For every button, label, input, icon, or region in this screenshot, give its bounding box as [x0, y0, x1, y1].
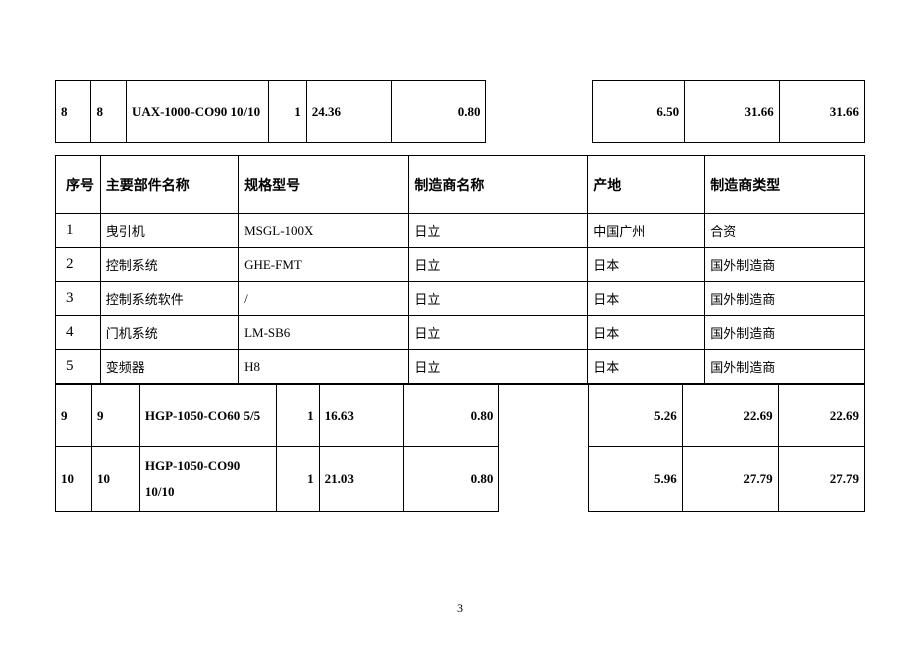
cell: 国外制造商: [705, 282, 865, 316]
cell: 31.66: [685, 81, 780, 143]
cell: 3: [56, 282, 101, 316]
cell: 8: [56, 81, 91, 143]
cell: [499, 385, 589, 512]
table-header-row: 序号 主要部件名称 规格型号 制造商名称 产地 制造商类型: [56, 156, 865, 214]
col-header: 序号: [56, 156, 101, 214]
cell: 22.69: [778, 385, 864, 447]
cell: 22.69: [682, 385, 778, 447]
cell: 8: [91, 81, 126, 143]
table-top-summary: 8 8 UAX-1000-CO90 10/10 1 24.36 0.80 6.5…: [55, 80, 865, 143]
cell: 10: [91, 447, 139, 512]
cell: 合资: [705, 214, 865, 248]
cell: 日立: [409, 248, 588, 282]
col-header: 规格型号: [239, 156, 409, 214]
cell: 31.66: [779, 81, 864, 143]
table-row: 4门机系统LM-SB6日立日本国外制造商: [56, 316, 865, 350]
cell: MSGL-100X: [239, 214, 409, 248]
cell: 9: [91, 385, 139, 447]
cell: 2: [56, 248, 101, 282]
cell: 0.80: [403, 447, 499, 512]
cell: LM-SB6: [239, 316, 409, 350]
page-number: 3: [0, 601, 920, 616]
cell: 27.79: [778, 447, 864, 512]
cell: 1: [276, 385, 319, 447]
cell: 4: [56, 316, 101, 350]
table-row: 99HGP-1050-CO60 5/5116.630.805.2622.6922…: [56, 385, 865, 447]
cell: 24.36: [306, 81, 391, 143]
col-header: 制造商名称: [409, 156, 588, 214]
col-header: 制造商类型: [705, 156, 865, 214]
cell: HGP-1050-CO60 5/5: [139, 385, 276, 447]
cell: 5.96: [589, 447, 682, 512]
cell: 日立: [409, 316, 588, 350]
cell: 控制系统软件: [100, 282, 238, 316]
cell: 变频器: [100, 350, 238, 384]
cell: /: [239, 282, 409, 316]
table-row: 2控制系统GHE-FMT日立日本国外制造商: [56, 248, 865, 282]
cell: GHE-FMT: [239, 248, 409, 282]
table-bottom-summary: 99HGP-1050-CO60 5/5116.630.805.2622.6922…: [55, 384, 865, 512]
cell: 21.03: [319, 447, 403, 512]
table-row: 1曳引机MSGL-100X日立中国广州合资: [56, 214, 865, 248]
cell: 国外制造商: [705, 248, 865, 282]
cell: 27.79: [682, 447, 778, 512]
cell: 1: [56, 214, 101, 248]
cell: 日本: [588, 350, 705, 384]
cell: 国外制造商: [705, 316, 865, 350]
cell: H8: [239, 350, 409, 384]
cell: 国外制造商: [705, 350, 865, 384]
cell: 中国广州: [588, 214, 705, 248]
cell: 9: [56, 385, 92, 447]
cell: [486, 81, 592, 143]
cell: 日本: [588, 316, 705, 350]
cell: 日立: [409, 214, 588, 248]
table-row: 3控制系统软件/日立日本国外制造商: [56, 282, 865, 316]
col-header: 产地: [588, 156, 705, 214]
cell: 日本: [588, 282, 705, 316]
cell: 0.80: [391, 81, 486, 143]
table-row: 1010HGP-1050-CO90 10/10121.030.805.9627.…: [56, 447, 865, 512]
cell: 日立: [409, 350, 588, 384]
cell: 1: [276, 447, 319, 512]
cell: 5: [56, 350, 101, 384]
cell: 16.63: [319, 385, 403, 447]
cell: 5.26: [589, 385, 682, 447]
table-row: 8 8 UAX-1000-CO90 10/10 1 24.36 0.80 6.5…: [56, 81, 865, 143]
col-header: 主要部件名称: [100, 156, 238, 214]
cell: 日本: [588, 248, 705, 282]
cell: 1: [268, 81, 306, 143]
cell: 6.50: [592, 81, 684, 143]
table-components: 序号 主要部件名称 规格型号 制造商名称 产地 制造商类型 1曳引机MSGL-1…: [55, 155, 865, 384]
table-row: 5变频器H8日立日本国外制造商: [56, 350, 865, 384]
cell: 日立: [409, 282, 588, 316]
cell: 10: [56, 447, 92, 512]
cell: 门机系统: [100, 316, 238, 350]
cell: 0.80: [403, 385, 499, 447]
cell: 控制系统: [100, 248, 238, 282]
cell: UAX-1000-CO90 10/10: [126, 81, 268, 143]
cell: HGP-1050-CO90 10/10: [139, 447, 276, 512]
cell: 曳引机: [100, 214, 238, 248]
